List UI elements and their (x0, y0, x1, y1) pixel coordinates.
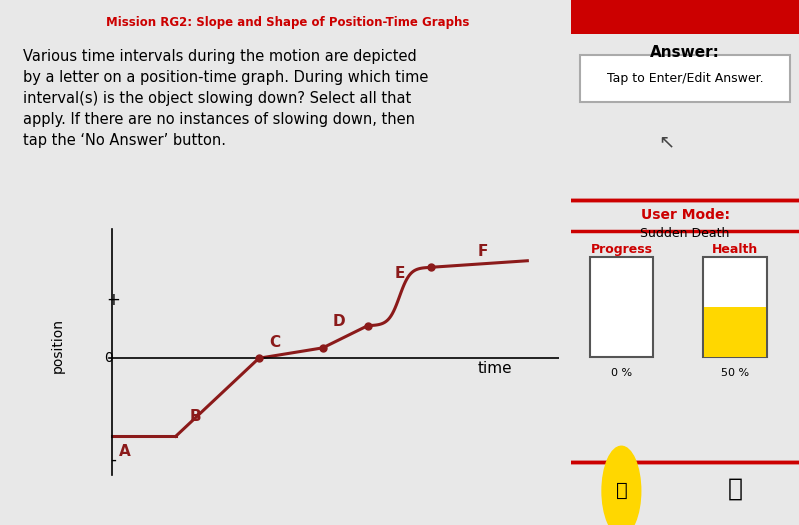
Text: 📓: 📓 (728, 476, 743, 500)
Circle shape (602, 446, 641, 525)
Text: 💾: 💾 (615, 481, 627, 500)
Text: Mission RG2: Slope and Shape of Position-Time Graphs: Mission RG2: Slope and Shape of Position… (106, 16, 469, 29)
Text: +: + (106, 291, 120, 309)
FancyBboxPatch shape (580, 55, 790, 102)
Text: E: E (395, 266, 404, 281)
Bar (703, 257, 767, 357)
Text: Various time intervals during the motion are depicted
by a letter on a position-: Various time intervals during the motion… (23, 49, 428, 148)
Text: D: D (332, 314, 345, 329)
Text: Answer:: Answer: (650, 45, 720, 60)
Text: Progress: Progress (590, 243, 652, 256)
Text: Tap to Enter/Edit Answer.: Tap to Enter/Edit Answer. (606, 72, 764, 85)
Text: Health: Health (712, 243, 758, 256)
Text: 50 %: 50 % (721, 368, 749, 377)
Text: Sudden Death: Sudden Death (641, 227, 729, 240)
Text: User Mode:: User Mode: (641, 208, 729, 222)
Text: ↖: ↖ (658, 132, 675, 151)
Text: 0 %: 0 % (610, 368, 632, 377)
Text: C: C (269, 335, 280, 350)
Text: 0: 0 (105, 351, 113, 365)
Text: -: - (110, 450, 116, 469)
Text: time: time (478, 361, 513, 376)
Bar (705, 307, 766, 357)
Text: F: F (478, 244, 487, 259)
Bar (590, 257, 654, 357)
Text: A: A (119, 444, 130, 459)
Bar (571, 0, 799, 34)
Text: B: B (189, 410, 201, 424)
Text: position: position (50, 318, 65, 373)
